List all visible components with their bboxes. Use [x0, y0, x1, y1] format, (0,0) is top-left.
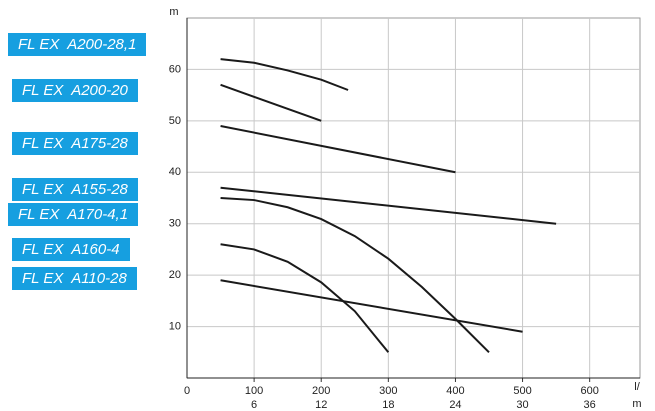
pump-curve — [220, 83, 322, 122]
legend-entry: FL EX A200-20 — [12, 79, 138, 102]
y-tick-label: 10 — [169, 320, 181, 332]
y-tick-label: 60 — [169, 63, 181, 75]
pump-curve — [220, 58, 349, 91]
pump-curve — [220, 186, 557, 225]
x-axis-label: l/ — [634, 381, 640, 393]
x-tick-label: 600 — [580, 385, 598, 397]
x-tick-label: 500 — [513, 385, 531, 397]
x-axis-label: m — [632, 398, 641, 410]
y-tick-label: 40 — [169, 166, 181, 178]
y-axis-label: m — [169, 6, 178, 18]
pump-curve — [220, 125, 456, 174]
legend-entry: FL EX A200-28,1 — [8, 33, 147, 56]
x-tick-label: 100 — [245, 385, 263, 397]
x2-tick-label: 6 — [251, 399, 257, 411]
x2-tick-label: 30 — [516, 399, 528, 411]
legend-entry: FL EX A170-4,1 — [8, 203, 139, 226]
x-tick-label: 200 — [312, 385, 330, 397]
x-tick-label: 400 — [446, 385, 464, 397]
x-tick-label: 0 — [184, 385, 190, 397]
x2-tick-label: 36 — [584, 399, 596, 411]
plot-area — [186, 17, 641, 379]
legend-entry: FL EX A110-28 — [12, 267, 137, 290]
y-tick-label: 50 — [169, 115, 181, 127]
x2-tick-label: 24 — [449, 399, 461, 411]
pump-curve — [220, 279, 523, 333]
legend-entry: FL EX A175-28 — [12, 132, 138, 155]
x-tick-label: 300 — [379, 385, 397, 397]
pump-curve — [220, 243, 390, 353]
pump-curve — [220, 197, 490, 353]
y-tick-label: 20 — [169, 269, 181, 281]
legend-entry: FL EX A155-28 — [12, 178, 138, 201]
x2-tick-label: 12 — [315, 399, 327, 411]
legend-entry: FL EX A160-4 — [12, 238, 130, 261]
y-tick-label: 30 — [169, 218, 181, 230]
x2-tick-label: 18 — [382, 399, 394, 411]
